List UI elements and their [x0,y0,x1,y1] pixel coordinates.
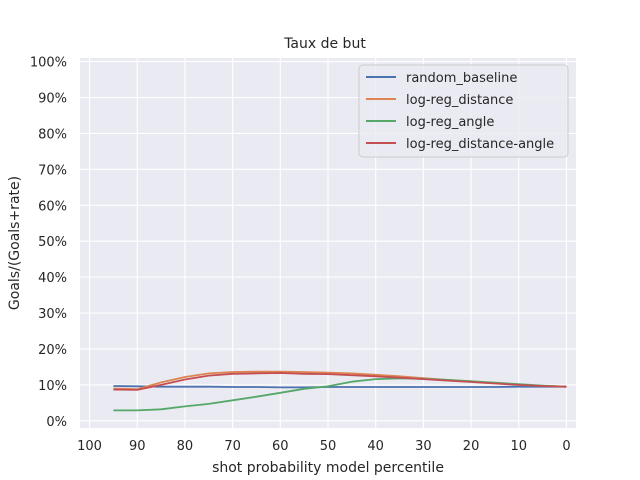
y-tick-label: 10% [38,379,67,394]
x-tick-label: 30 [415,439,432,454]
x-tick-label: 20 [463,439,480,454]
x-tick-label: 40 [367,439,384,454]
x-tick-label: 50 [320,439,337,454]
x-tick-label: 10 [510,439,527,454]
y-tick-label: 60% [38,199,67,214]
series-line-random-baseline [113,385,567,389]
y-tick-label: 70% [38,163,67,178]
x-axis-label: shot probability model percentile [212,460,444,476]
y-axis-label: Goals/(Goals+rate) [7,176,23,310]
y-tick-label: 20% [38,343,67,358]
y-tick-label: 80% [38,127,67,142]
y-tick-label: 0% [46,415,67,430]
y-tick-label: 100% [30,56,67,71]
legend-box [358,64,569,158]
x-tick-label: 60 [272,439,289,454]
legend-label-random-baseline: random_baseline [406,71,517,86]
series-lines [113,370,567,412]
x-tick-label: 70 [224,439,241,454]
legend-label-log-reg-angle: log-reg_angle [406,115,494,130]
y-tick-label: 50% [38,235,67,250]
chart-title: Taux de but [283,36,366,52]
legend: random_baseline log-reg_distance log-reg… [358,64,569,158]
series-line-log-reg-distance-angle [113,372,567,391]
y-tick-label: 90% [38,92,67,107]
x-tick-labels: 100 90 80 70 60 50 40 30 20 10 0 [77,439,570,454]
x-tick-label: 0 [562,439,570,454]
y-tick-label: 40% [38,271,67,286]
x-tick-label: 80 [177,439,194,454]
y-tick-label: 30% [38,307,67,322]
y-tick-labels: 0% 10% 20% 30% 40% 50% 60% 70% 80% 90% 100% [30,56,67,430]
x-tick-label: 100 [77,439,102,454]
x-tick-label: 90 [129,439,146,454]
legend-label-log-reg-distance-angle: log-reg_distance-angle [406,137,554,152]
legend-label-log-reg-distance: log-reg_distance [406,93,513,108]
